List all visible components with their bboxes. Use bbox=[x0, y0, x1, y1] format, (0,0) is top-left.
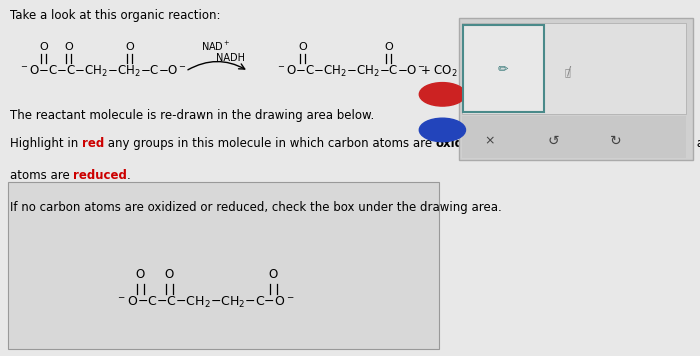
Bar bbox=[8, 182, 439, 349]
Text: ↺: ↺ bbox=[547, 134, 559, 148]
Text: /: / bbox=[567, 65, 571, 78]
Text: ×: × bbox=[484, 134, 495, 147]
Text: $^-$O$-$C$-$CH$_2$$-$CH$_2$$-$C$-$O$^-$: $^-$O$-$C$-$CH$_2$$-$CH$_2$$-$C$-$O$^-$ bbox=[276, 64, 426, 79]
Circle shape bbox=[419, 83, 466, 106]
Text: The reactant molecule is re-drawn in the drawing area below.: The reactant molecule is re-drawn in the… bbox=[10, 109, 374, 122]
Text: O: O bbox=[125, 42, 134, 52]
Bar bbox=[462, 23, 686, 114]
Text: Highlight in: Highlight in bbox=[10, 137, 82, 150]
Text: O: O bbox=[164, 268, 174, 281]
Text: $^-$O$-$C$-$C$-$CH$_2$$-$CH$_2$$-$C$-$O$^-$: $^-$O$-$C$-$C$-$CH$_2$$-$CH$_2$$-$C$-$O$… bbox=[19, 64, 187, 79]
Text: .: . bbox=[127, 169, 131, 182]
Text: blue: blue bbox=[664, 137, 693, 150]
Bar bbox=[458, 18, 693, 160]
Text: O: O bbox=[64, 42, 73, 52]
Text: any groups in which carbon: any groups in which carbon bbox=[693, 137, 700, 150]
Text: NADH: NADH bbox=[216, 53, 244, 63]
Text: oxidized: oxidized bbox=[436, 137, 491, 150]
Bar bbox=[462, 116, 686, 158]
Text: O: O bbox=[135, 268, 145, 281]
Text: reduced: reduced bbox=[74, 169, 127, 182]
Text: red: red bbox=[82, 137, 104, 150]
Text: O: O bbox=[268, 268, 278, 281]
Text: Take a look at this organic reaction:: Take a look at this organic reaction: bbox=[10, 9, 220, 22]
Text: ✏: ✏ bbox=[497, 63, 508, 76]
Text: NAD$^+$: NAD$^+$ bbox=[201, 40, 230, 53]
Text: any groups in this molecule in which carbon atoms are: any groups in this molecule in which car… bbox=[104, 137, 436, 150]
Text: O: O bbox=[39, 42, 48, 52]
Text: O: O bbox=[384, 42, 393, 52]
Circle shape bbox=[419, 118, 466, 142]
Text: by the reaction. Highlight in: by the reaction. Highlight in bbox=[491, 137, 664, 150]
Text: ↻: ↻ bbox=[610, 134, 622, 148]
Text: ⬜: ⬜ bbox=[564, 67, 570, 77]
Text: atoms are: atoms are bbox=[10, 169, 74, 182]
Text: O: O bbox=[298, 42, 307, 52]
Text: If no carbon atoms are oxidized or reduced, check the box under the drawing area: If no carbon atoms are oxidized or reduc… bbox=[10, 201, 501, 214]
Bar bbox=[463, 25, 544, 112]
Text: $^-$O$-$C$-$C$-$CH$_2$$-$CH$_2$$-$C$-$O$^-$: $^-$O$-$C$-$C$-$CH$_2$$-$CH$_2$$-$C$-$O$… bbox=[116, 295, 294, 310]
Text: $+$ CO$_2$: $+$ CO$_2$ bbox=[420, 64, 458, 79]
